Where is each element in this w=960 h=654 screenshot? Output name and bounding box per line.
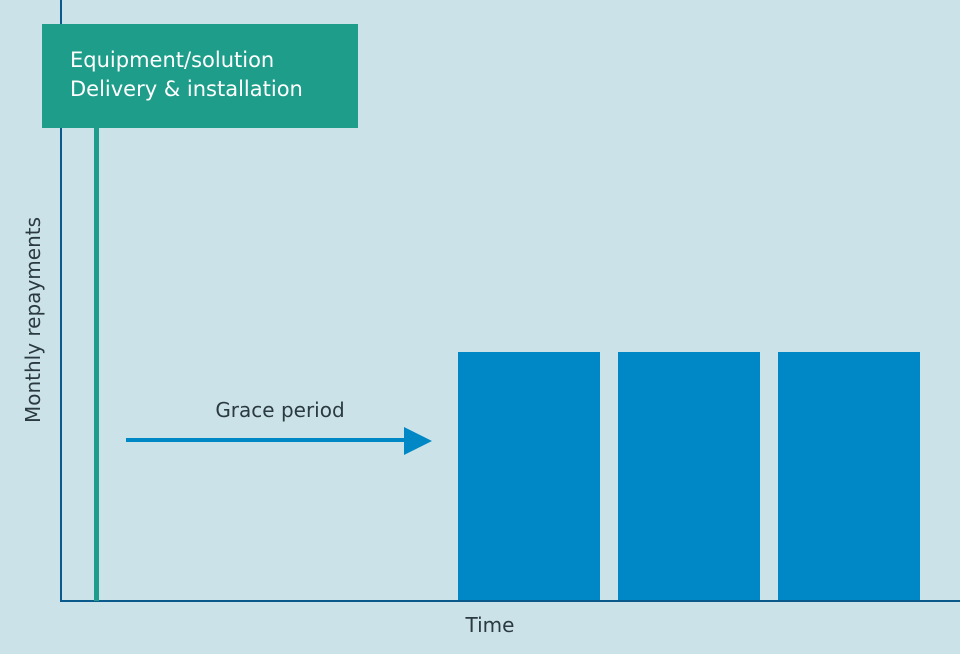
milestone-line2: Delivery & installation xyxy=(70,77,303,101)
repayment-bar-1 xyxy=(458,352,600,600)
x-axis xyxy=(60,600,960,602)
milestone-line1: Equipment/solution xyxy=(70,48,275,72)
repayment-bar-2 xyxy=(618,352,760,600)
y-axis xyxy=(60,0,62,602)
y-axis-label: Monthly repayments xyxy=(21,216,45,424)
grace-period-label: Grace period xyxy=(215,398,345,422)
x-axis-label: Time xyxy=(465,613,515,637)
arrow-right-icon xyxy=(404,427,432,455)
milestone-box: Equipment/solution Delivery & installati… xyxy=(42,24,358,128)
repayment-bar-3 xyxy=(778,352,920,600)
milestone-line xyxy=(94,128,99,601)
grace-period-arrow-shaft xyxy=(126,438,408,442)
